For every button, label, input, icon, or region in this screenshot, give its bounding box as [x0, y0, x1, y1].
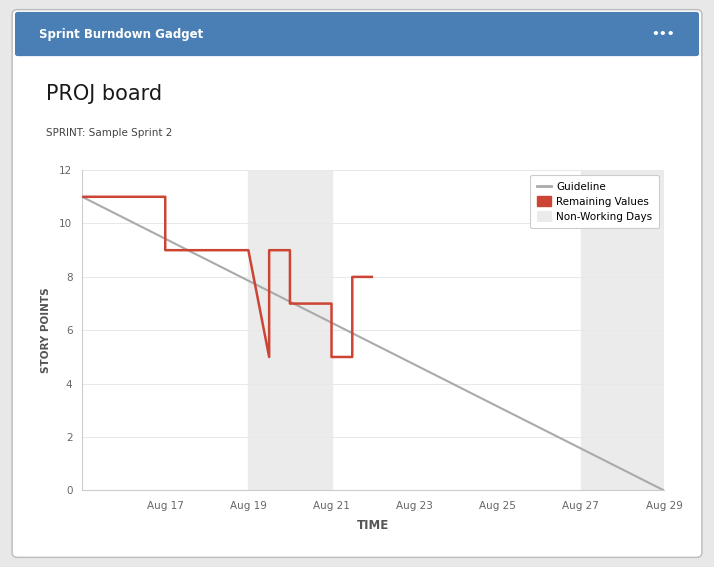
- Text: PROJ board: PROJ board: [46, 83, 163, 104]
- Y-axis label: STORY POINTS: STORY POINTS: [41, 287, 51, 373]
- Text: •••: •••: [651, 28, 675, 40]
- Bar: [18, 38, 696, 54]
- Text: SPRINT: Sample Sprint 2: SPRINT: Sample Sprint 2: [46, 128, 173, 138]
- Text: Sprint Burndown Gadget: Sprint Burndown Gadget: [39, 28, 203, 40]
- FancyBboxPatch shape: [15, 12, 699, 56]
- FancyBboxPatch shape: [12, 10, 702, 557]
- Bar: [581, 170, 664, 490]
- X-axis label: TIME: TIME: [357, 519, 389, 532]
- Legend: Guideline, Remaining Values, Non-Working Days: Guideline, Remaining Values, Non-Working…: [531, 175, 659, 228]
- Bar: [248, 170, 331, 490]
